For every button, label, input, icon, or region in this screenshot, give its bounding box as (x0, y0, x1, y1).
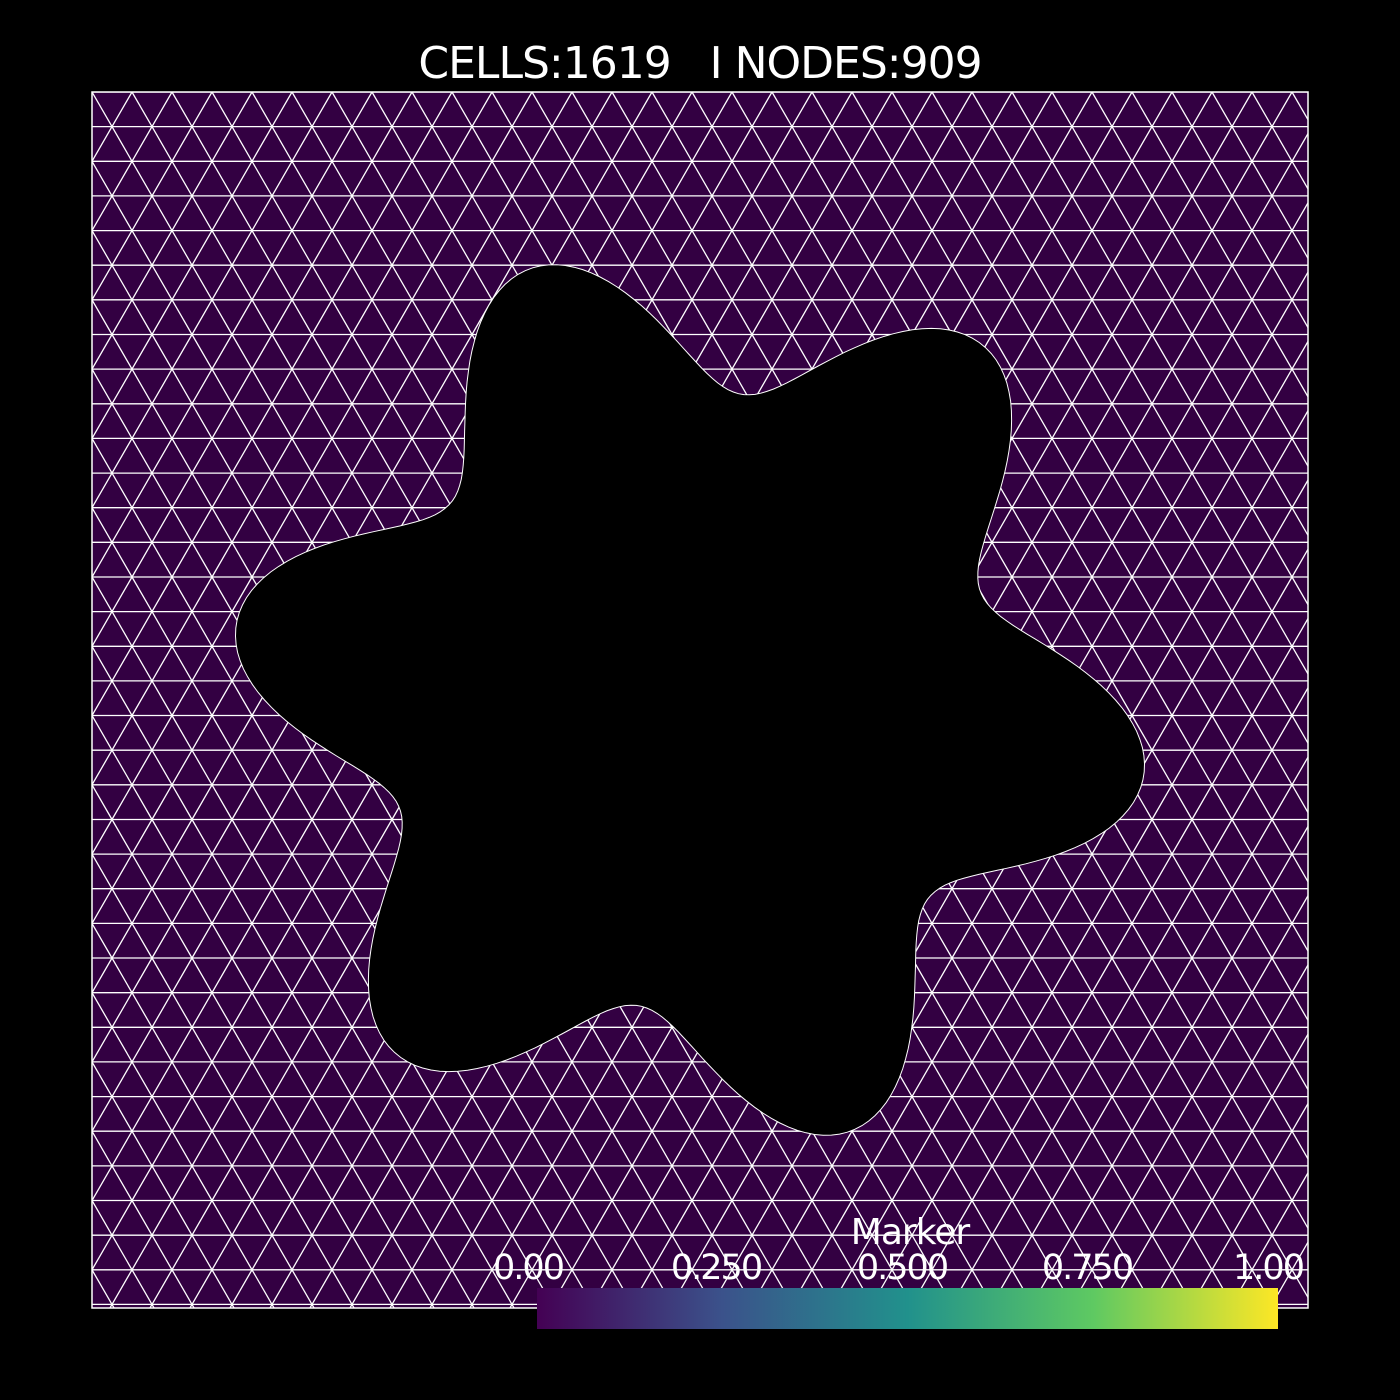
colorbar-tick-0: 0.00 (493, 1248, 565, 1288)
mesh-hole (234, 264, 1146, 1136)
colorbar-gradient (537, 1288, 1278, 1329)
colorbar-tick-2: 0.500 (856, 1248, 949, 1288)
colorbar-tick-3: 0.750 (1041, 1248, 1134, 1288)
colorbar-title: Marker (850, 1212, 970, 1253)
mesh-stats-title: CELLS:1619 I NODES:909 (418, 38, 982, 89)
colorbar-tick-4: 1.00 (1233, 1248, 1305, 1288)
colorbar-tick-1: 0.250 (670, 1248, 763, 1288)
